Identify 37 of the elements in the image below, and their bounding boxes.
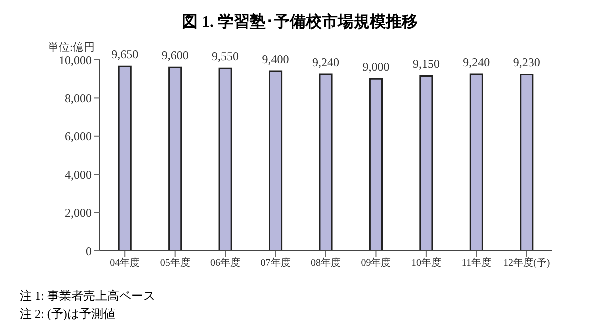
y-tick-label: 2,000 <box>65 206 92 220</box>
y-tick-label: 10,000 <box>59 53 92 68</box>
data-label: 9,240 <box>312 56 340 70</box>
text: 注 1: 事業者売上高ベース <box>20 288 156 305</box>
data-label: 9,650 <box>112 48 139 62</box>
y-tick-label: 4,000 <box>65 168 92 182</box>
y-axis-title: 単位:億円 <box>48 40 96 55</box>
data-label: 9,230 <box>513 56 540 70</box>
x-tick-label: 10年度 <box>411 257 442 270</box>
x-tick-label: 12年度(予) <box>504 257 550 270</box>
bar <box>168 66 182 251</box>
x-tick-label: 06年度 <box>210 257 241 270</box>
x-tick-label: 08年度 <box>311 257 341 270</box>
bar <box>420 75 434 251</box>
bar <box>319 74 333 251</box>
text: 注 2: (予)は予測値 <box>20 306 116 323</box>
bar <box>520 74 534 251</box>
bar <box>470 74 484 251</box>
x-tick-label: 09年度 <box>361 257 392 270</box>
data-label: 9,550 <box>212 50 240 64</box>
x-tick-label: 07年度 <box>260 257 291 270</box>
bar <box>369 78 383 251</box>
y-tick-label: 8,000 <box>65 91 92 106</box>
bar <box>118 66 132 251</box>
data-label: 9,240 <box>463 56 490 70</box>
chart-title: 図 1. 学習塾･予備校市場規模推移 <box>181 12 419 33</box>
y-tick-label: 6,000 <box>65 130 92 144</box>
y-tick-label: 0 <box>86 244 92 258</box>
bar <box>269 70 283 251</box>
bar <box>218 68 232 251</box>
data-label: 9,150 <box>412 57 440 72</box>
x-tick-label: 04年度 <box>110 257 140 270</box>
x-tick-label: 05年度 <box>160 257 190 270</box>
x-tick-label: 11年度 <box>462 257 492 270</box>
data-label: 9,400 <box>262 52 290 66</box>
data-label: 9,600 <box>162 48 189 63</box>
data-label: 9,000 <box>362 60 390 74</box>
